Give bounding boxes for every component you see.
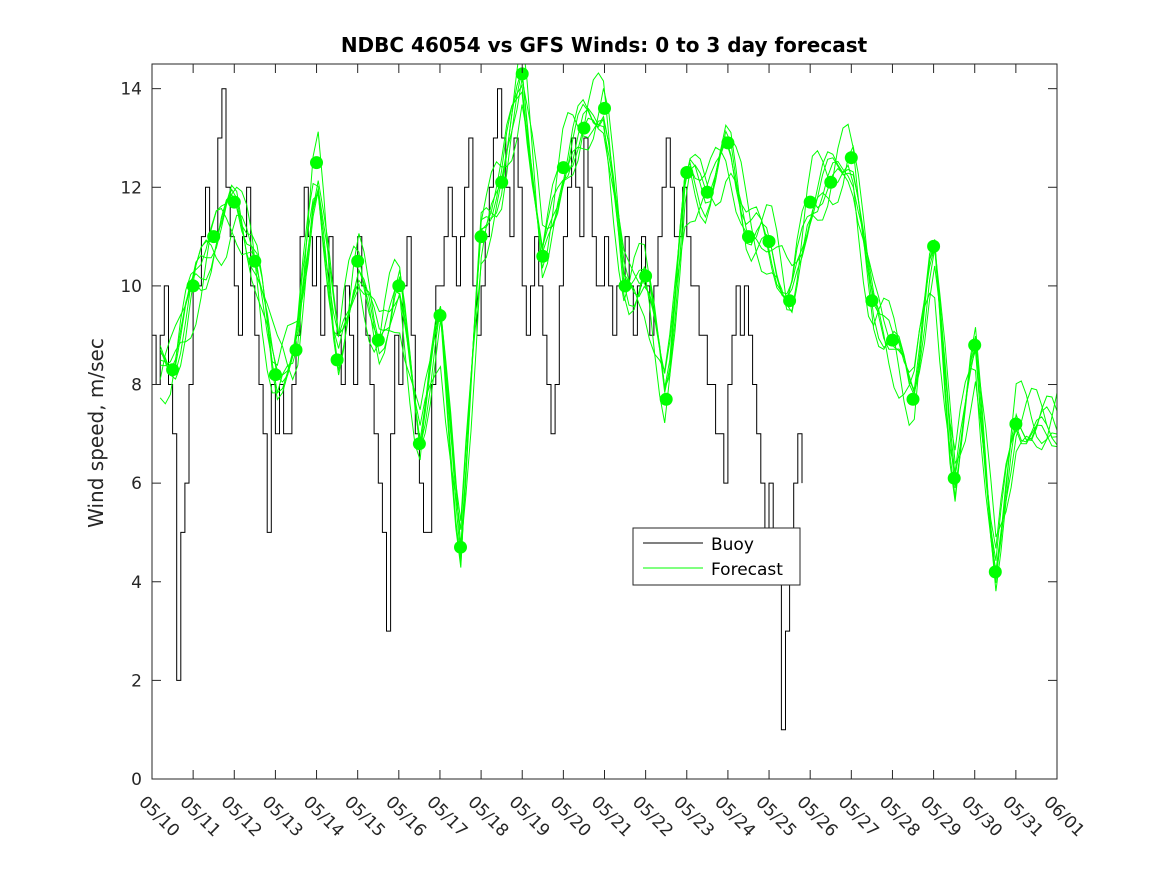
- y-tick-label: 12: [120, 178, 142, 198]
- x-tick-label: 05/30: [957, 792, 1006, 841]
- x-tick-label: 05/23: [669, 792, 718, 841]
- forecast-marker: [803, 195, 817, 209]
- forecast-marker: [392, 279, 406, 293]
- forecast-marker: [783, 294, 797, 308]
- forecast-marker: [762, 235, 776, 248]
- x-tick-label: 05/14: [299, 792, 348, 841]
- x-tick-label: 05/16: [381, 792, 430, 841]
- x-tick-label: 05/22: [628, 792, 677, 841]
- forecast-marker: [947, 471, 961, 485]
- forecast-marker: [968, 338, 982, 352]
- forecast-marker: [433, 309, 447, 322]
- forecast-ensemble-line-5: [160, 69, 1057, 592]
- x-tick-label: 05/18: [464, 792, 513, 841]
- forecast-marker: [598, 101, 611, 115]
- forecast-marker: [556, 161, 570, 175]
- x-tick-label: 05/25: [752, 792, 801, 841]
- y-tick-label: 2: [131, 671, 142, 691]
- series-group: [152, 64, 1057, 731]
- chart-title: NDBC 46054 vs GFS Winds: 0 to 3 day fore…: [341, 33, 868, 57]
- forecast-marker: [310, 156, 323, 170]
- forecast-marker: [618, 279, 632, 293]
- x-tick-label: 05/20: [546, 792, 595, 841]
- forecast-marker: [680, 166, 694, 179]
- y-tick-label: 8: [131, 376, 142, 396]
- forecast-marker: [268, 368, 282, 382]
- axes: 0246810121405/1005/1105/1205/1305/1405/1…: [120, 63, 1088, 841]
- forecast-marker: [639, 269, 653, 283]
- forecast-marker: [371, 333, 385, 347]
- plot-area: [152, 64, 1057, 731]
- x-tick-label: 05/21: [587, 792, 636, 841]
- forecast-marker: [577, 121, 591, 135]
- legend: Buoy Forecast: [632, 527, 801, 586]
- forecast-ensemble-line-4: [159, 64, 1057, 578]
- x-tick-label: 05/24: [710, 792, 759, 841]
- x-tick-label: 05/15: [340, 792, 389, 841]
- forecast-marker: [412, 437, 426, 451]
- legend-forecast-label: Forecast: [711, 560, 783, 580]
- forecast-marker: [351, 254, 365, 268]
- axes-box: [151, 63, 1058, 780]
- forecast-marker: [742, 230, 755, 244]
- y-axis-label: Wind speed, m/sec: [84, 338, 108, 528]
- x-tick-label: 05/27: [834, 792, 883, 841]
- forecast-marker: [721, 136, 735, 150]
- forecast-marker: [166, 363, 180, 377]
- x-tick-label: 05/29: [916, 792, 965, 841]
- x-tick-label: 05/19: [505, 792, 554, 841]
- y-tick-label: 4: [131, 573, 142, 593]
- x-tick-label: 05/26: [793, 792, 842, 841]
- legend-box: [632, 527, 801, 586]
- forecast-marker: [927, 239, 941, 253]
- forecast-marker: [207, 230, 221, 244]
- forecast-marker: [700, 185, 714, 199]
- forecast-ensemble-line-6: [159, 83, 1057, 565]
- forecast-marker: [227, 195, 241, 209]
- forecast-marker: [906, 392, 920, 406]
- y-tick-label: 14: [120, 80, 142, 100]
- x-tick-label: 05/11: [176, 792, 225, 841]
- forecast-marker: [988, 565, 1002, 579]
- forecast-marker: [515, 67, 529, 81]
- x-tick-label: 05/17: [422, 792, 471, 841]
- forecast-marker: [1009, 417, 1023, 431]
- forecast-marker: [844, 151, 858, 165]
- y-tick-label: 10: [120, 277, 142, 297]
- legend-buoy-label: Buoy: [711, 535, 754, 555]
- forecast-marker: [886, 333, 899, 347]
- forecast-marker: [824, 175, 838, 189]
- forecast-marker: [186, 279, 200, 293]
- forecast-marker: [495, 175, 509, 189]
- forecast-marker: [536, 249, 550, 263]
- y-tick-label: 0: [131, 770, 142, 790]
- forecast-marker: [865, 294, 879, 308]
- x-tick-label: 06/01: [1039, 792, 1088, 841]
- x-tick-label: 05/13: [258, 792, 307, 841]
- x-tick-label: 05/31: [998, 792, 1047, 841]
- forecast-marker: [659, 392, 673, 406]
- forecast-marker: [289, 343, 303, 357]
- forecast-marker: [454, 540, 467, 554]
- forecast-marker: [330, 353, 344, 367]
- forecast-marker: [248, 254, 262, 268]
- y-tick-label: 6: [131, 474, 142, 494]
- x-tick-label: 05/12: [217, 792, 266, 841]
- x-tick-label: 05/28: [875, 792, 924, 841]
- x-tick-label: 05/10: [134, 792, 183, 841]
- forecast-marker: [474, 230, 488, 244]
